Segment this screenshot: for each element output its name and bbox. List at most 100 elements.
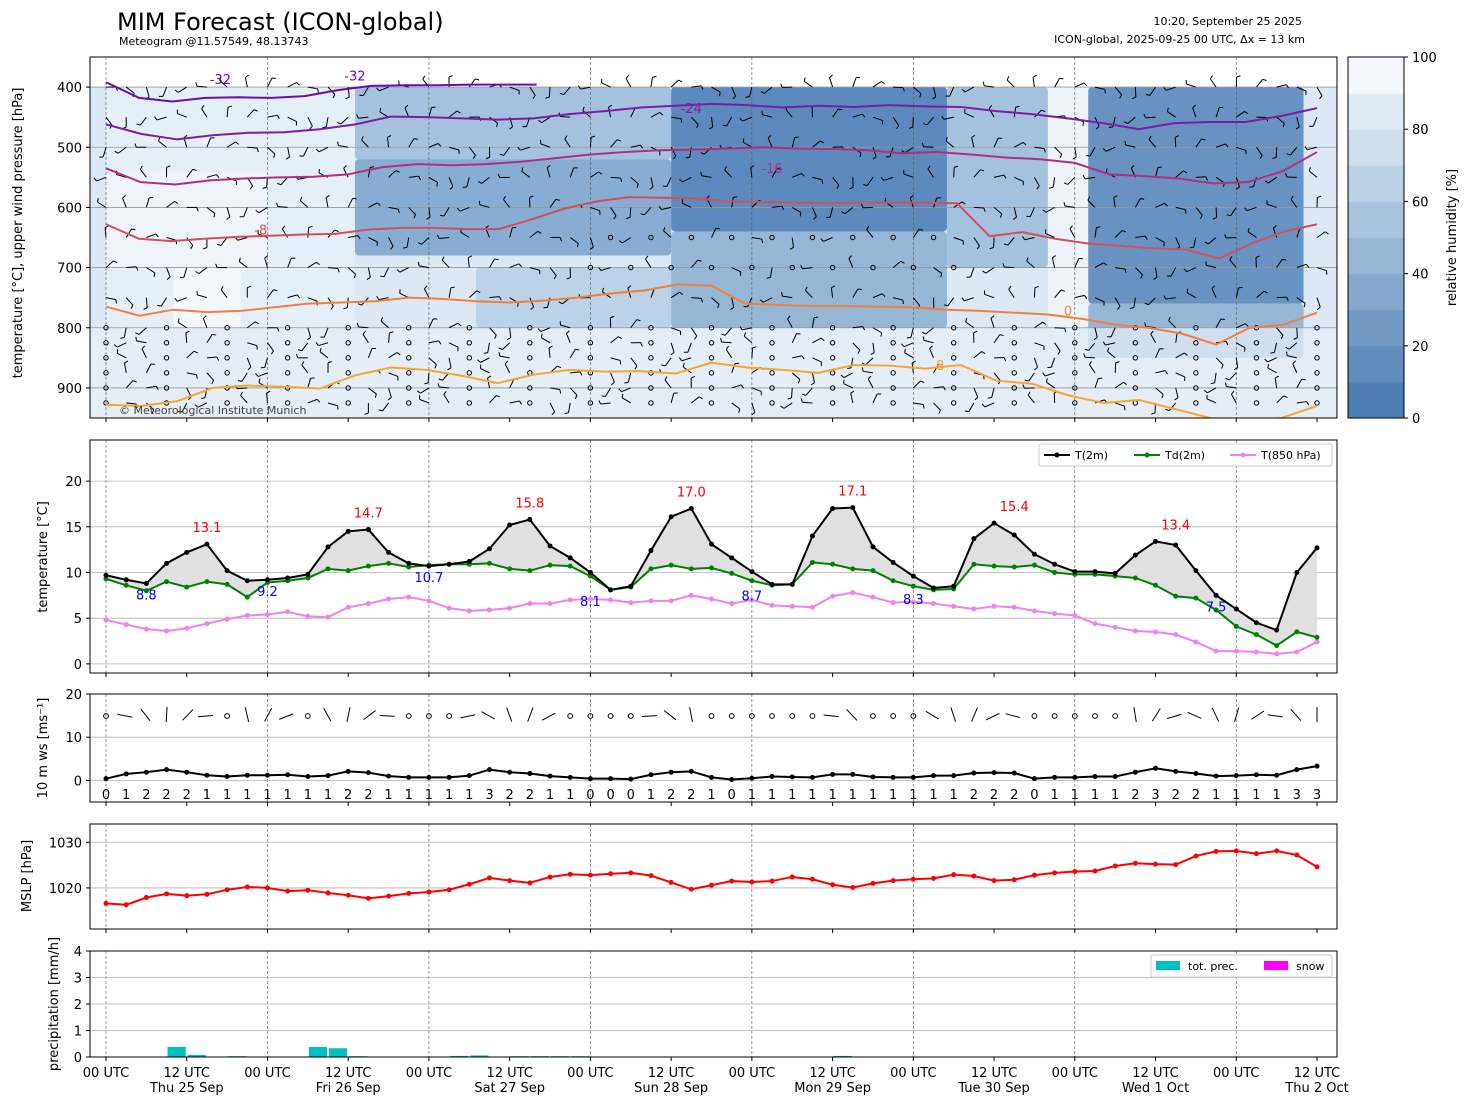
wind-barb-flag: [1305, 264, 1310, 268]
wind-barb-flag: [1224, 234, 1227, 239]
wind-barb: [724, 327, 733, 336]
min-temp-label: 8.7: [742, 589, 763, 604]
isotherm-line: [105, 361, 1318, 418]
wind-barb: [1236, 342, 1246, 349]
y-tick-label: 0: [74, 658, 82, 673]
wind-barb-flag: [477, 359, 481, 363]
calm-wind-circle: [708, 355, 715, 361]
wind-barb-flag: [517, 146, 521, 151]
mslp-point: [184, 893, 190, 899]
wind-barb: [503, 199, 511, 208]
y-tick-label: 10: [65, 566, 82, 581]
wind-barb-flag: [679, 291, 684, 295]
wind-barb-flag: [564, 412, 569, 415]
wind-barb-flag: [1003, 243, 1008, 246]
wind-barb-flag: [113, 260, 118, 264]
wind-barb-flag: [135, 266, 139, 271]
wind-barb-flag: [838, 108, 843, 111]
wind-barb-flag: [776, 168, 782, 170]
wind-barb-flag: [860, 203, 864, 208]
wind-barb-flag: [1024, 379, 1029, 382]
wind-barb-flag: [196, 374, 198, 379]
wind-barb: [428, 207, 431, 218]
wind-barb-flag: [130, 304, 134, 309]
wind-barb: [443, 207, 450, 217]
wind-barb-flag: [366, 276, 371, 280]
wind-barb-flag: [987, 397, 992, 399]
wind-barb: [1215, 357, 1224, 366]
prec-ylabel: precipitation [mm/h]: [47, 937, 62, 1071]
wind-barb-flag: [1107, 347, 1110, 352]
calm-wind-circle: [951, 370, 957, 376]
max-temp-label: 14.7: [354, 507, 383, 522]
calm-wind-circle: [890, 370, 896, 376]
t850-point: [951, 603, 957, 609]
wind-barb: [1034, 342, 1045, 347]
wind-barb: [627, 287, 632, 298]
wind-speed-point: [749, 775, 755, 781]
wind-barb: [158, 140, 167, 148]
wind-barb: [843, 383, 853, 389]
wind-barb-flag: [866, 226, 870, 230]
t850-point: [830, 593, 836, 599]
wind-barb: [287, 147, 291, 158]
calm-wind-circle: [1253, 355, 1260, 361]
x-tick-label: 12 UTC: [325, 1066, 371, 1081]
wind-barb-flag: [1124, 268, 1127, 273]
wind-barb-flag: [566, 277, 571, 280]
wind-barb: [358, 326, 369, 329]
td2m-point: [1314, 634, 1320, 640]
mslp-point: [1031, 872, 1037, 878]
wind-barb-flag: [1244, 207, 1248, 211]
wind-barb-flag: [357, 235, 361, 240]
wind-barb: [264, 257, 268, 268]
mslp-point: [809, 876, 815, 882]
calm-wind-circle: [406, 340, 412, 346]
wind-barb: [933, 86, 937, 97]
wind-barb-flag: [920, 380, 925, 384]
wind-barb-flag: [739, 117, 744, 122]
t2m-point: [1072, 569, 1078, 575]
wind-barb: [1052, 177, 1056, 188]
mslp-point: [709, 882, 714, 888]
td2m-point: [729, 570, 735, 576]
calm-wind-circle: [1011, 385, 1017, 391]
wind-value-label: 1: [1272, 788, 1280, 803]
wind-barb: [439, 386, 450, 389]
wind-barb: [1267, 357, 1277, 363]
mslp-point: [406, 890, 412, 896]
wind-barb: [691, 85, 702, 88]
t850-point: [1253, 649, 1259, 655]
wind-value-label: 1: [1111, 788, 1119, 803]
t850-point: [164, 628, 170, 634]
wind-barb: [257, 372, 268, 377]
wind-barb-flag: [1163, 295, 1167, 300]
calm-wind-circle: [628, 264, 634, 271]
wind-barb-flag: [982, 270, 987, 274]
td2m-point: [345, 568, 351, 574]
wind-barb: [380, 320, 389, 329]
wind-barb: [503, 146, 511, 156]
wind-barb: [481, 176, 490, 184]
wind-barb-flag: [1102, 148, 1107, 152]
wind-barb-flag: [961, 297, 965, 302]
td2m-point: [971, 561, 977, 567]
wind-barb-flag: [220, 286, 224, 290]
calm-wind-circle: [527, 400, 533, 406]
calm-wind-circle: [829, 264, 836, 271]
td2m-point: [547, 562, 553, 568]
wind-barb-flag: [1093, 337, 1098, 341]
wind-barb: [549, 387, 560, 391]
wind-value-label: 3: [1293, 788, 1301, 803]
wind-barb-flag: [700, 152, 705, 155]
wind-barb: [378, 297, 389, 301]
wind-barb-flag: [1124, 140, 1127, 146]
wind-barb: [913, 86, 922, 94]
wind-barb: [872, 393, 878, 404]
calm-wind-circle: [1132, 340, 1139, 346]
calm-wind-circle: [567, 713, 574, 719]
wind-barb-flag: [766, 276, 771, 279]
wind-barb: [197, 402, 208, 408]
wind-barb-flag: [546, 164, 551, 169]
wind-barb-flag: [575, 348, 580, 351]
